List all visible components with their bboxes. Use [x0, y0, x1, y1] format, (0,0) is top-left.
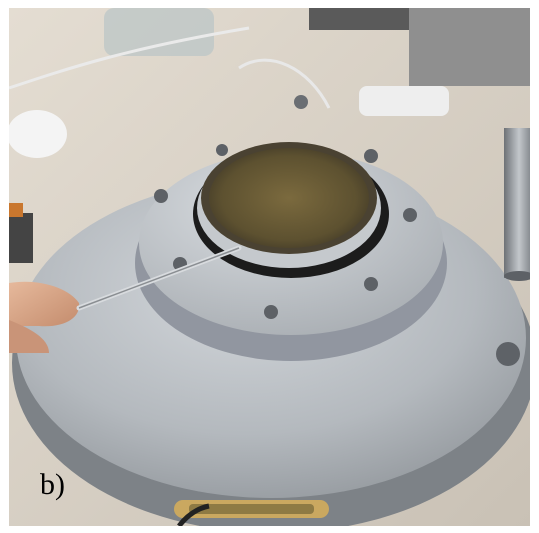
filter-paper	[9, 110, 67, 158]
bottle-cap	[359, 86, 449, 116]
probe-tool-shade	[78, 247, 240, 309]
side-connector	[9, 213, 33, 263]
rod-base	[504, 271, 530, 281]
test-cell-photo	[9, 8, 530, 526]
bolt-hole	[216, 144, 228, 156]
panel-label: b)	[40, 468, 65, 501]
tube	[9, 26, 250, 90]
connector-cap	[9, 203, 23, 217]
hand	[9, 320, 49, 353]
nameplate-text-area	[189, 504, 314, 514]
cable	[177, 503, 210, 526]
photograph	[9, 8, 530, 526]
beaker	[104, 8, 214, 56]
soil-sample	[209, 148, 369, 248]
finger	[9, 281, 80, 327]
tube	[238, 58, 331, 109]
bolt-hole	[294, 95, 308, 109]
bolt-hole	[154, 189, 168, 203]
bolt-hole	[496, 342, 520, 366]
guide-rod	[504, 128, 530, 278]
bolt-hole	[364, 149, 378, 163]
bolt-hole	[364, 277, 378, 291]
metal-container	[409, 8, 530, 86]
instrument-base	[309, 8, 409, 30]
bolt-hole	[264, 305, 278, 319]
bolt-hole	[403, 208, 417, 222]
